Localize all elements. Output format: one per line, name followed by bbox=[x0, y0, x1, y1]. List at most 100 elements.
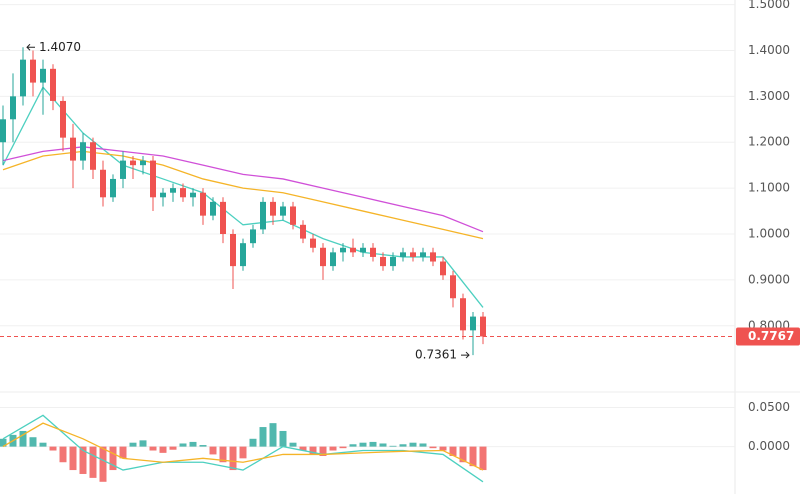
candle-body bbox=[230, 234, 236, 267]
macd-bar bbox=[69, 446, 77, 471]
y-tick-label: 1.3000 bbox=[748, 89, 790, 103]
candle-body bbox=[400, 252, 406, 257]
candle-body bbox=[390, 256, 396, 267]
candle-body bbox=[190, 192, 196, 198]
macd-bar bbox=[429, 446, 437, 449]
macd-bar bbox=[189, 441, 197, 447]
macd-bar bbox=[59, 446, 67, 463]
macd-bar bbox=[219, 446, 227, 463]
macd-bar bbox=[249, 438, 257, 447]
high-label: 1.4070 bbox=[39, 40, 81, 54]
candle-body bbox=[290, 206, 296, 225]
candle-body bbox=[200, 192, 206, 216]
macd-line bbox=[2, 422, 484, 471]
candle-body bbox=[60, 100, 66, 138]
macd-bar bbox=[229, 446, 237, 471]
macd-bar bbox=[369, 441, 377, 447]
macd-bar bbox=[29, 437, 37, 447]
moving-average bbox=[2, 86, 484, 308]
low-label: 0.7361 bbox=[415, 348, 457, 362]
macd-bar bbox=[159, 446, 167, 453]
candle-body bbox=[180, 188, 186, 198]
candle-body bbox=[300, 224, 306, 239]
macd-bar bbox=[39, 442, 47, 447]
candle-body bbox=[70, 137, 76, 161]
macd-bar bbox=[409, 442, 417, 447]
candle-body bbox=[280, 206, 286, 216]
candle-body bbox=[250, 229, 256, 244]
macd-bar bbox=[89, 446, 97, 478]
candle-body bbox=[330, 252, 336, 267]
candle-body bbox=[80, 142, 86, 161]
candle-body bbox=[480, 316, 486, 337]
y-tick-label: 0.0000 bbox=[748, 439, 790, 453]
macd-bar bbox=[479, 446, 487, 471]
macd-bar bbox=[49, 446, 57, 451]
price-tag bbox=[736, 327, 800, 346]
candle-body bbox=[430, 252, 436, 262]
macd-bar bbox=[359, 442, 367, 447]
macd-bar bbox=[299, 446, 307, 451]
macd-bar bbox=[289, 442, 297, 447]
candle-body bbox=[220, 201, 226, 234]
macd-bar bbox=[169, 446, 177, 450]
macd-bar bbox=[269, 423, 277, 447]
candle-body bbox=[470, 316, 476, 331]
macd-bar bbox=[339, 446, 347, 449]
macd-bar bbox=[0, 438, 7, 447]
macd-bar bbox=[389, 445, 397, 447]
macd-bar bbox=[239, 446, 247, 459]
moving-average bbox=[2, 150, 484, 240]
candle-body bbox=[240, 243, 246, 267]
candle-body bbox=[270, 201, 276, 216]
candle-body bbox=[170, 188, 176, 193]
macd-bar bbox=[309, 446, 317, 455]
candle-body bbox=[160, 192, 166, 198]
candle-body bbox=[440, 261, 446, 276]
macd-bar bbox=[459, 446, 467, 463]
y-tick-label: 1.0000 bbox=[748, 227, 790, 241]
arrow bbox=[461, 351, 470, 359]
macd-bar bbox=[469, 446, 477, 467]
macd-bar bbox=[399, 444, 407, 447]
candle-body bbox=[30, 59, 36, 83]
macd-bar bbox=[129, 442, 137, 447]
macd-line bbox=[2, 414, 484, 483]
macd-bar bbox=[279, 430, 287, 447]
candle-body bbox=[450, 275, 456, 299]
candle-body bbox=[40, 68, 46, 83]
macd-bar bbox=[99, 446, 107, 482]
y-tick-label: 0.0500 bbox=[748, 400, 790, 414]
macd-bar bbox=[379, 443, 387, 447]
candle-body bbox=[360, 247, 366, 253]
macd-bar bbox=[439, 446, 447, 451]
macd-bar bbox=[149, 446, 157, 451]
macd-bar bbox=[419, 443, 427, 447]
macd-bar bbox=[179, 443, 187, 447]
candle-body bbox=[320, 247, 326, 267]
candle-body bbox=[120, 160, 126, 179]
macd-bar bbox=[119, 446, 127, 459]
candle-body bbox=[150, 160, 156, 198]
candle-body bbox=[20, 59, 26, 97]
macd-bar bbox=[199, 445, 207, 447]
candle-body bbox=[350, 247, 356, 253]
candle-body bbox=[260, 201, 266, 230]
macd-bar bbox=[109, 446, 117, 471]
candle-body bbox=[0, 119, 6, 143]
macd-bar bbox=[349, 444, 357, 447]
candle-body bbox=[340, 247, 346, 253]
macd-bar bbox=[449, 446, 457, 456]
candle-body bbox=[380, 256, 386, 267]
candle-body bbox=[210, 201, 216, 216]
candle-body bbox=[310, 238, 316, 248]
candle-body bbox=[420, 252, 426, 257]
macd-bar bbox=[139, 440, 147, 447]
macd-bar bbox=[209, 446, 217, 455]
candle-body bbox=[140, 160, 146, 166]
y-tick-label: 1.1000 bbox=[748, 181, 790, 195]
macd-bar bbox=[319, 446, 327, 456]
candle-body bbox=[130, 160, 136, 166]
candle-body bbox=[460, 298, 466, 331]
